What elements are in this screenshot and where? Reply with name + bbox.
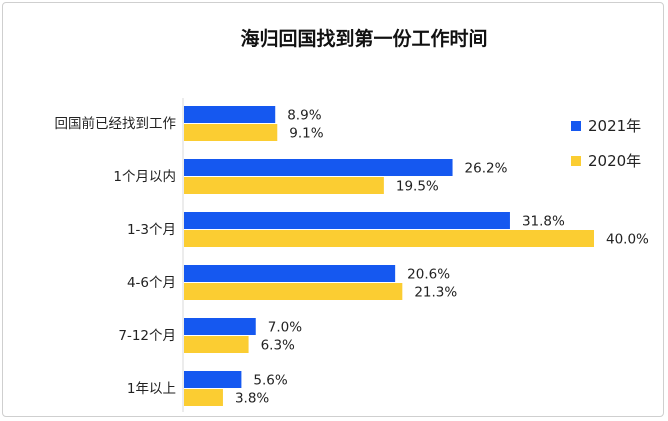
data-label: 6.3% — [261, 338, 295, 354]
legend-label: 2021年 — [588, 117, 641, 135]
chart-frame — [2, 2, 664, 417]
legend-swatch — [571, 121, 581, 131]
data-label: 19.5% — [396, 179, 439, 195]
legend-swatch — [571, 156, 581, 166]
category-label: 1-3个月 — [127, 222, 176, 238]
data-label: 8.9% — [287, 108, 321, 124]
bar-2021年-回国前已经找到工作 — [184, 106, 276, 123]
bar-2021年-1个月以内 — [184, 159, 453, 176]
data-label: 7.0% — [268, 320, 302, 336]
bar-2021年-1年以上 — [184, 371, 242, 388]
data-label: 20.6% — [407, 267, 450, 283]
bar-2020年-4-6个月 — [184, 283, 403, 300]
legend: 2021年 2020年 — [571, 117, 641, 170]
category-label: 回国前已经找到工作 — [55, 115, 177, 132]
data-label: 5.6% — [253, 373, 287, 389]
data-label: 26.2% — [465, 161, 508, 177]
chart-title: 海归回国找到第一份工作时间 — [240, 27, 487, 50]
legend-label: 2020年 — [588, 152, 641, 170]
bar-2020年-1年以上 — [184, 389, 223, 406]
bar-2020年-7-12个月 — [184, 336, 249, 353]
bar-2020年-1个月以内 — [184, 177, 384, 194]
category-label: 1年以上 — [127, 381, 176, 397]
category-label: 7-12个月 — [118, 328, 176, 344]
bar-2020年-回国前已经找到工作 — [184, 124, 278, 141]
bars-layer: 回国前已经找到工作 8.9% 9.1% 1个月以内 26.2% 19.5% 1-3个月 31.… — [55, 106, 649, 407]
data-label: 21.3% — [414, 285, 457, 301]
data-label: 40.0% — [606, 232, 649, 248]
data-label: 31.8% — [522, 214, 565, 230]
bar-2021年-7-12个月 — [184, 318, 256, 335]
bar-2021年-4-6个月 — [184, 265, 396, 282]
data-label: 9.1% — [289, 126, 323, 142]
bar-2021年-1-3个月 — [184, 212, 510, 229]
data-label: 3.8% — [235, 391, 269, 407]
category-label: 4-6个月 — [127, 275, 176, 291]
category-label: 1个月以内 — [113, 169, 176, 185]
bar-2020年-1-3个月 — [184, 230, 594, 247]
